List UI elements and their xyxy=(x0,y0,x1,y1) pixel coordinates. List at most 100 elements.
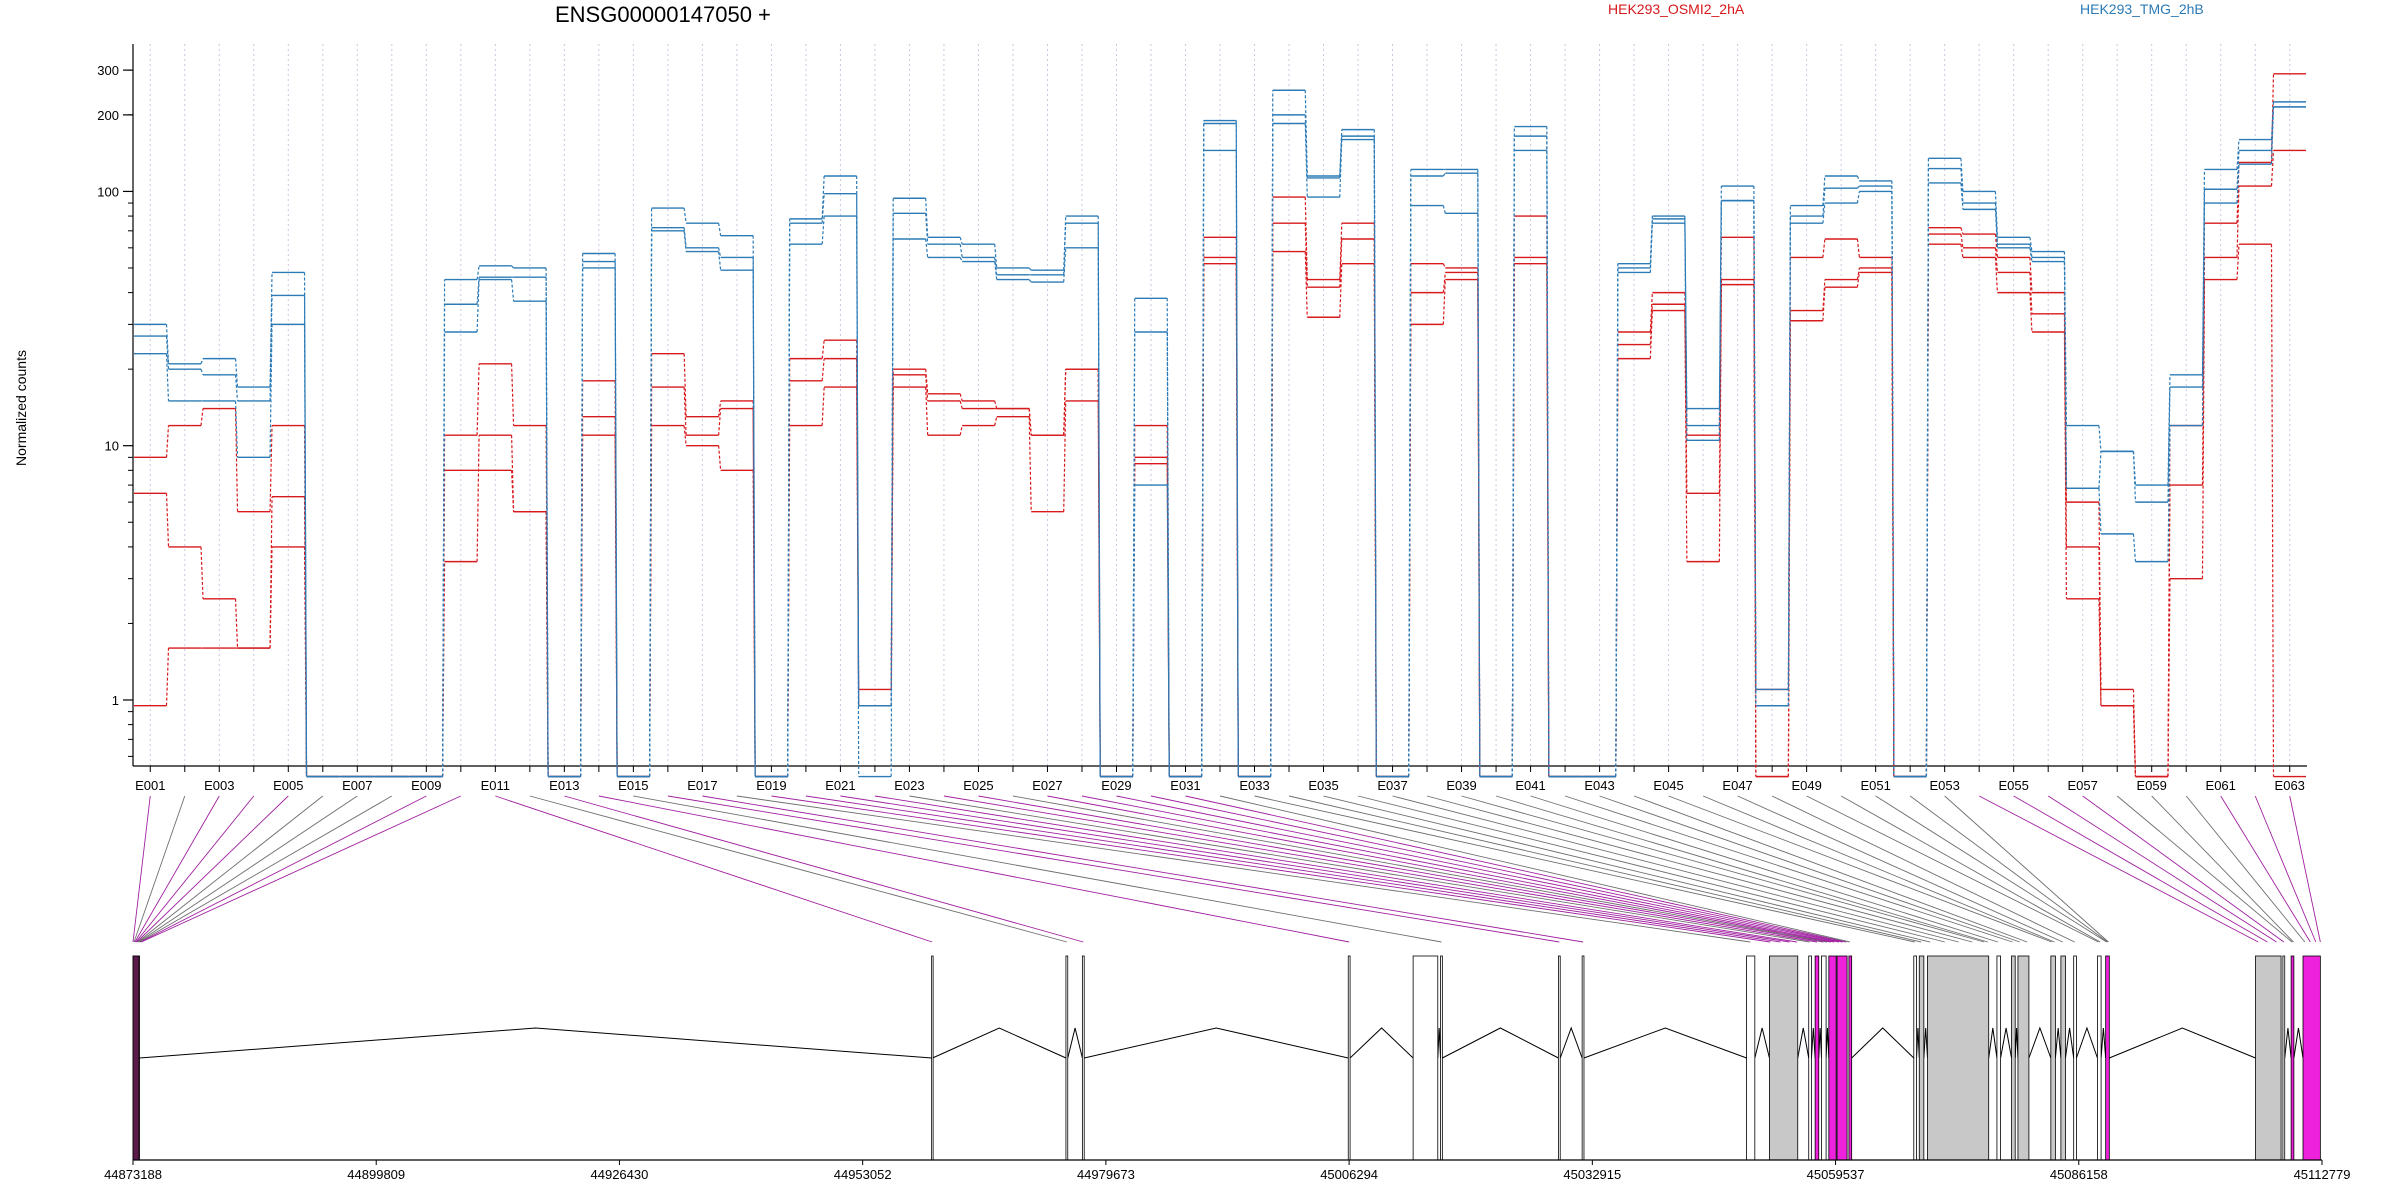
exon-box xyxy=(2290,955,2295,1161)
series-step xyxy=(1684,223,1688,441)
exon-connector xyxy=(1116,795,1839,943)
series-step xyxy=(441,331,446,777)
series-step xyxy=(649,230,653,777)
exon-connector xyxy=(1150,795,1843,943)
series-step xyxy=(925,198,929,238)
intron xyxy=(2064,1027,2075,1059)
exon-connector xyxy=(2013,795,2268,943)
exon-connector xyxy=(1737,795,2063,943)
series-step xyxy=(1891,191,1895,777)
exon-connector xyxy=(978,795,1824,943)
intron xyxy=(1442,1027,1559,1059)
exon-connectors xyxy=(132,795,2321,943)
exon-box xyxy=(1557,955,1561,1161)
exon-box xyxy=(1769,955,1799,1161)
x-tick-label: E011 xyxy=(481,778,510,793)
intron xyxy=(1923,1027,1928,1059)
series-step xyxy=(718,445,722,471)
series-step xyxy=(1960,182,1964,210)
series-step xyxy=(821,340,825,359)
exon-connector xyxy=(1530,795,1998,943)
intron xyxy=(2284,1027,2292,1059)
exon-connector xyxy=(2254,795,2317,943)
exon-connector xyxy=(140,795,427,943)
intron xyxy=(932,1027,1067,1059)
series-step xyxy=(821,358,825,381)
series-step xyxy=(1856,272,1860,288)
series-step xyxy=(959,244,963,258)
series-step xyxy=(1166,485,1170,777)
exon-box xyxy=(1581,955,1585,1161)
series-step xyxy=(200,368,204,376)
exon-connector xyxy=(1185,795,1847,943)
exon-connector xyxy=(137,795,324,943)
exon-connector xyxy=(2185,795,2306,943)
series-step xyxy=(890,238,894,706)
series-step xyxy=(683,425,687,446)
series-step xyxy=(1442,205,1446,214)
exon-box xyxy=(1746,955,1756,1161)
y-tick-label: 10 xyxy=(105,439,119,454)
x-tick-label: E029 xyxy=(1101,778,1131,793)
series-step xyxy=(1028,416,1032,512)
series-step xyxy=(787,218,791,777)
exon-connector xyxy=(943,795,1818,943)
x-tick-label: E019 xyxy=(756,778,786,793)
x-tick-label: E053 xyxy=(1929,778,1959,793)
series-step xyxy=(1063,369,1067,436)
series-step xyxy=(2029,247,2033,262)
series-4 xyxy=(134,89,2306,778)
x-axis: E001 E003 E005 E007 E009 E011 E013 E015 E017 E019… xyxy=(133,765,2307,793)
intron xyxy=(2109,1027,2256,1059)
series-step xyxy=(994,261,998,280)
series-step xyxy=(1994,247,1999,273)
series-step xyxy=(165,353,170,401)
genomic-tick-label: 44873188 xyxy=(104,1167,162,1182)
x-tick-label: E041 xyxy=(1515,778,1545,793)
series-step xyxy=(1132,485,1136,777)
series-step xyxy=(1442,172,1446,177)
x-tick-label: E001 xyxy=(135,778,165,793)
series-step xyxy=(683,387,687,436)
intron xyxy=(2293,1027,2304,1059)
series-step xyxy=(1097,247,1101,777)
exon-connector xyxy=(1461,795,1985,943)
series-step xyxy=(2098,488,2102,534)
series-step xyxy=(1925,182,1930,777)
series-step xyxy=(1028,408,1032,436)
series-step xyxy=(303,324,308,777)
series-step xyxy=(476,265,480,280)
series-step xyxy=(1339,263,1343,318)
genomic-tick-label: 44979673 xyxy=(1077,1167,1135,1182)
intron xyxy=(1349,1027,1414,1059)
exon-connector xyxy=(1323,795,1931,943)
exon-connector xyxy=(132,795,151,943)
exon-box xyxy=(1808,955,1812,1161)
series-step xyxy=(2201,203,2206,426)
series-step xyxy=(718,247,722,258)
exon-connector xyxy=(1978,795,2259,943)
series-step xyxy=(925,213,929,245)
x-tick-label: E063 xyxy=(2275,778,2305,793)
series-step xyxy=(752,257,756,777)
exon-connector xyxy=(1047,795,1831,943)
exon-connector xyxy=(564,795,1084,943)
series-step xyxy=(994,416,998,426)
series-step xyxy=(2236,164,2240,204)
series-step xyxy=(2167,425,2171,562)
genomic-tick-label: 45032915 xyxy=(1563,1167,1621,1182)
exon-box xyxy=(2073,955,2077,1161)
series-step xyxy=(2029,292,2033,333)
exon-box xyxy=(1821,955,1827,1161)
series-step xyxy=(1477,213,1481,777)
series-step xyxy=(683,208,687,224)
exon-connector xyxy=(1840,795,2101,943)
series-step xyxy=(994,400,998,409)
series-step xyxy=(1201,150,1205,777)
series-step xyxy=(2029,272,2033,314)
series-step xyxy=(200,546,204,599)
x-tick-label: E023 xyxy=(894,778,924,793)
genomic-axis: 44873188 44899809 44926430 44953052 44979673… xyxy=(104,1159,2350,1182)
series-step xyxy=(1649,292,1653,333)
